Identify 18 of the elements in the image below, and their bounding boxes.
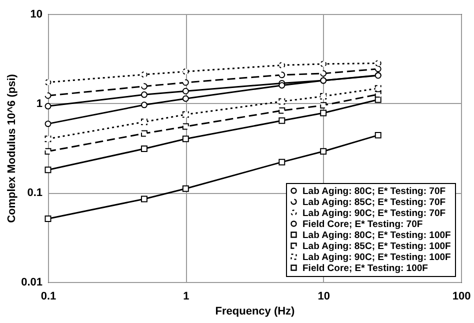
x-tick-label: 100 (452, 290, 471, 302)
legend-label: Lab Aging: 90C; E* Testing: 100F (302, 252, 452, 263)
legend-label: Lab Aging: 85C; E* Testing: 100F (302, 240, 452, 252)
legend-label: Lab Aging: 80C; E* Testing: 100F (302, 230, 452, 241)
y-tick-label: 10 (30, 8, 42, 20)
legend-label: Lab Aging: 80C; E* Testing: 70F (302, 186, 446, 197)
y-tick-label: 0.1 (27, 187, 42, 200)
x-tick-label: 1 (183, 290, 190, 302)
legend-label: Field Core; E* Testing: 70F (302, 218, 423, 230)
y-tick-label: 1 (36, 98, 42, 110)
legend-label: Field Core; E* Testing: 100F (302, 262, 428, 274)
legend-label: Lab Aging: 85C; E* Testing: 70F (302, 196, 446, 208)
legend-label: Lab Aging: 90C; E* Testing: 70F (302, 208, 446, 219)
y-axis-title: Complex Modulus 10^6 (psi) (6, 74, 18, 223)
y-tick-label: 0.01 (21, 276, 42, 288)
x-tick-label: 0.1 (40, 290, 56, 302)
x-tick-label: 10 (318, 290, 330, 302)
x-axis-title: Frequency (Hz) (215, 306, 296, 318)
